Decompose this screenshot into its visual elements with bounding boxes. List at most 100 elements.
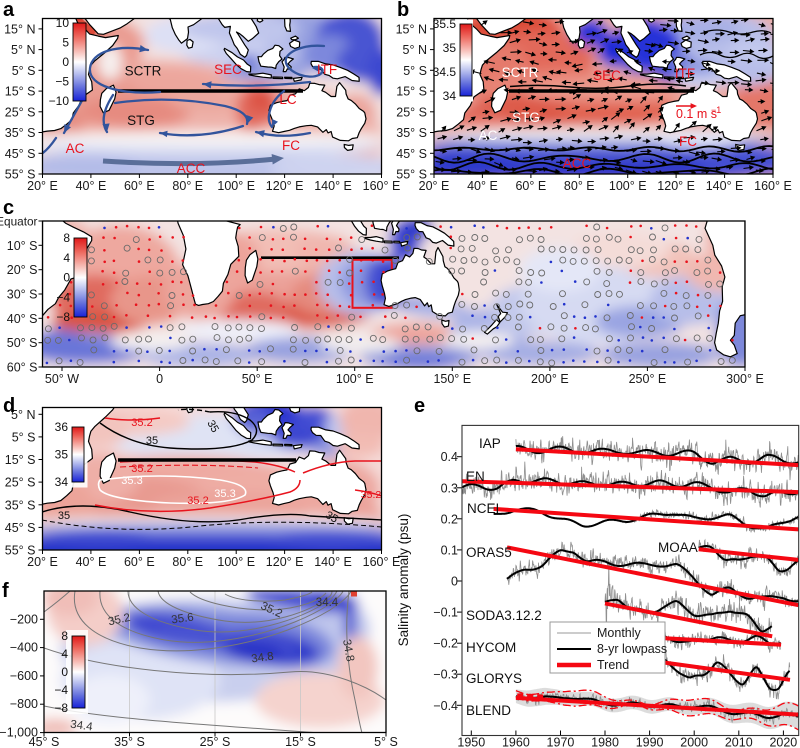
svg-text:0: 0 bbox=[61, 665, 68, 679]
svg-text:35° S: 35° S bbox=[396, 126, 427, 140]
svg-text:45° S: 45° S bbox=[5, 147, 36, 161]
svg-text:FC: FC bbox=[282, 138, 300, 153]
svg-text:−0.2: −0.2 bbox=[433, 637, 458, 651]
svg-text:f: f bbox=[2, 580, 9, 602]
svg-text:SEC: SEC bbox=[593, 68, 621, 83]
svg-text:55° S: 55° S bbox=[5, 544, 36, 558]
svg-text:1970: 1970 bbox=[547, 736, 575, 748]
svg-text:1980: 1980 bbox=[591, 736, 619, 748]
svg-text:140° E: 140° E bbox=[314, 179, 352, 193]
svg-text:NCEI: NCEI bbox=[467, 501, 499, 516]
svg-text:−4: −4 bbox=[56, 290, 70, 304]
svg-text:−8: −8 bbox=[54, 701, 68, 715]
svg-text:0: 0 bbox=[156, 372, 163, 386]
svg-text:8: 8 bbox=[61, 629, 68, 643]
svg-text:ITF: ITF bbox=[675, 66, 695, 81]
svg-text:45° S: 45° S bbox=[396, 147, 427, 161]
svg-text:34.8: 34.8 bbox=[251, 651, 275, 666]
svg-text:−1,000: −1,000 bbox=[0, 726, 38, 740]
svg-text:35: 35 bbox=[323, 509, 340, 526]
svg-text:1960: 1960 bbox=[502, 736, 530, 748]
svg-text:36: 36 bbox=[55, 420, 69, 434]
svg-text:35.2: 35.2 bbox=[187, 495, 208, 507]
svg-text:ITF: ITF bbox=[317, 62, 337, 77]
svg-text:15° N: 15° N bbox=[396, 22, 427, 36]
svg-text:−600: −600 bbox=[10, 669, 38, 683]
svg-text:−0.3: −0.3 bbox=[433, 668, 458, 682]
svg-text:SEC: SEC bbox=[214, 62, 242, 77]
svg-text:30° S: 30° S bbox=[7, 287, 38, 301]
svg-text:35° S: 35° S bbox=[5, 126, 36, 140]
svg-text:35.2: 35.2 bbox=[107, 612, 131, 628]
svg-text:0.4: 0.4 bbox=[441, 450, 458, 464]
svg-text:25° S: 25° S bbox=[396, 105, 427, 119]
svg-text:0.3: 0.3 bbox=[441, 481, 458, 495]
svg-text:0: 0 bbox=[62, 55, 69, 69]
svg-text:15° N: 15° N bbox=[4, 22, 35, 36]
svg-text:120° E: 120° E bbox=[266, 179, 304, 193]
svg-text:BLEND: BLEND bbox=[466, 703, 511, 718]
svg-text:45° S: 45° S bbox=[5, 521, 36, 535]
svg-text:80° E: 80° E bbox=[172, 179, 203, 193]
svg-text:8-yr lowpass: 8-yr lowpass bbox=[597, 642, 667, 656]
svg-text:15° S: 15° S bbox=[5, 453, 36, 467]
svg-text:1950: 1950 bbox=[457, 736, 485, 748]
svg-text:34.4: 34.4 bbox=[69, 719, 93, 734]
svg-text:20° E: 20° E bbox=[419, 179, 450, 193]
svg-text:b: b bbox=[397, 0, 409, 21]
svg-text:60° E: 60° E bbox=[124, 179, 155, 193]
svg-text:35° S: 35° S bbox=[5, 498, 36, 512]
svg-text:250° E: 250° E bbox=[629, 372, 667, 386]
svg-text:25° S: 25° S bbox=[200, 735, 231, 748]
svg-text:160° E: 160° E bbox=[363, 555, 401, 569]
svg-text:STG: STG bbox=[512, 110, 540, 125]
svg-text:35: 35 bbox=[204, 418, 221, 435]
svg-text:15° S: 15° S bbox=[285, 735, 316, 748]
svg-text:300° E: 300° E bbox=[726, 372, 764, 386]
svg-text:40° S: 40° S bbox=[7, 312, 38, 326]
svg-text:34: 34 bbox=[443, 89, 457, 103]
svg-text:150° E: 150° E bbox=[433, 372, 471, 386]
svg-text:4: 4 bbox=[63, 251, 70, 265]
svg-text:34.5: 34.5 bbox=[433, 65, 457, 79]
svg-text:55° S: 55° S bbox=[396, 168, 427, 182]
svg-text:GLORYS: GLORYS bbox=[466, 671, 522, 686]
svg-text:5° S: 5° S bbox=[403, 64, 427, 78]
svg-text:35.6: 35.6 bbox=[171, 612, 195, 627]
svg-text:−400: −400 bbox=[10, 641, 38, 655]
svg-text:10: 10 bbox=[56, 16, 70, 30]
svg-text:EN: EN bbox=[466, 469, 485, 484]
svg-text:−0.4: −0.4 bbox=[433, 699, 458, 713]
svg-text:5° N: 5° N bbox=[11, 43, 35, 57]
svg-text:5° S: 5° S bbox=[12, 64, 36, 78]
svg-text:50° S: 50° S bbox=[7, 336, 38, 350]
svg-text:−800: −800 bbox=[10, 697, 38, 711]
svg-text:25° S: 25° S bbox=[5, 476, 36, 490]
svg-text:40° E: 40° E bbox=[76, 555, 107, 569]
svg-text:AC: AC bbox=[66, 141, 85, 156]
svg-text:34.4: 34.4 bbox=[316, 597, 339, 609]
svg-text:ACC: ACC bbox=[177, 161, 206, 176]
svg-text:d: d bbox=[3, 395, 15, 417]
svg-text:160° E: 160° E bbox=[363, 179, 401, 193]
svg-text:Equator: Equator bbox=[0, 215, 38, 229]
svg-text:40° E: 40° E bbox=[76, 179, 107, 193]
svg-text:15° S: 15° S bbox=[396, 85, 427, 99]
svg-text:35.2: 35.2 bbox=[131, 463, 152, 475]
svg-text:120° E: 120° E bbox=[657, 179, 695, 193]
svg-text:−8: −8 bbox=[56, 310, 70, 324]
svg-text:5° S: 5° S bbox=[374, 735, 398, 748]
svg-text:20° E: 20° E bbox=[27, 179, 58, 193]
svg-text:ACC: ACC bbox=[563, 156, 592, 171]
svg-text:100° E: 100° E bbox=[217, 179, 255, 193]
svg-text:IAP: IAP bbox=[479, 436, 501, 451]
svg-text:10° S: 10° S bbox=[7, 239, 38, 253]
svg-text:FC: FC bbox=[679, 134, 697, 149]
svg-text:−1: −1 bbox=[711, 105, 721, 115]
svg-text:HYCOM: HYCOM bbox=[466, 640, 516, 655]
svg-text:35.2: 35.2 bbox=[361, 489, 382, 501]
svg-text:35.3: 35.3 bbox=[121, 475, 142, 487]
svg-text:34.8: 34.8 bbox=[340, 638, 356, 662]
svg-text:−5: −5 bbox=[55, 75, 69, 89]
svg-text:e: e bbox=[414, 395, 425, 417]
